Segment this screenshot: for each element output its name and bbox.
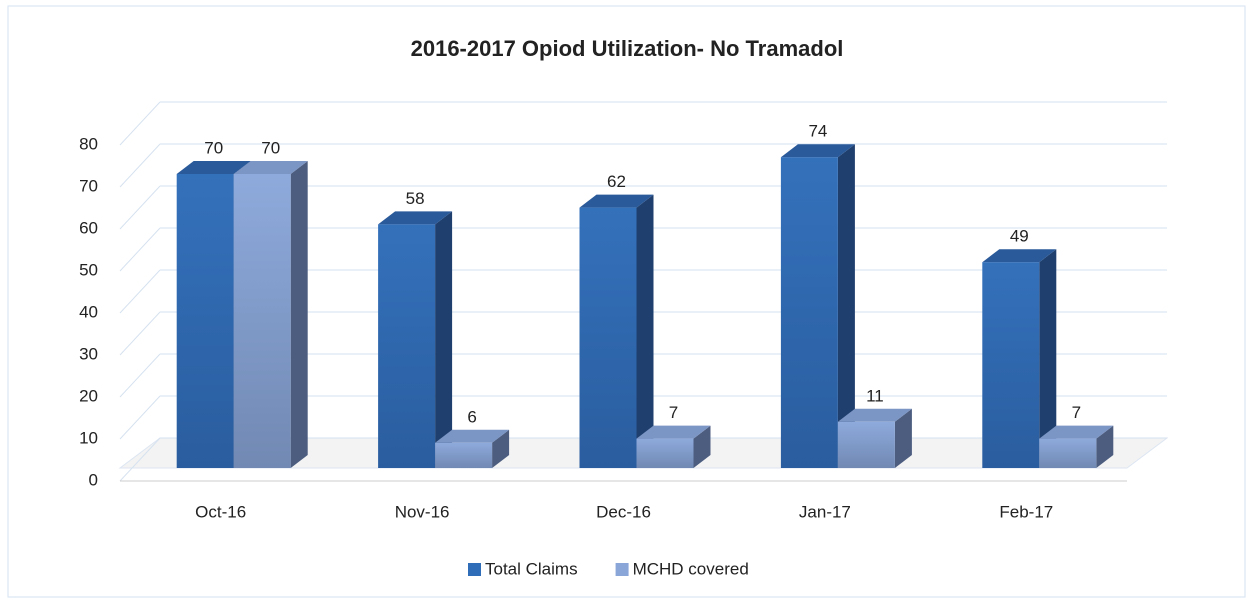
bar	[378, 211, 453, 468]
legend-label: MCHD covered	[633, 559, 749, 578]
bar	[982, 249, 1057, 468]
bar-face	[780, 144, 855, 158]
bar-face	[837, 421, 895, 468]
bar-face	[290, 161, 308, 468]
bar	[435, 429, 510, 468]
y-tick-label: 40	[79, 302, 98, 321]
bar-face	[1096, 425, 1114, 468]
legend-swatch	[468, 563, 481, 576]
bar-face	[1039, 249, 1057, 468]
bar-face	[636, 438, 694, 468]
legend-label: Total Claims	[485, 559, 578, 578]
bar-face	[837, 408, 912, 422]
bar-face	[693, 425, 711, 468]
grid-line	[119, 143, 161, 188]
data-label: 74	[808, 122, 827, 141]
bar-face	[233, 161, 308, 174]
y-tick-label: 20	[79, 386, 98, 405]
grid-line	[119, 185, 161, 230]
x-tick-label: Nov-16	[395, 502, 450, 521]
y-tick-label: 0	[89, 470, 98, 489]
bar-face	[982, 249, 1057, 263]
y-tick-label: 70	[79, 176, 98, 195]
x-tick-label: Jan-17	[799, 502, 851, 521]
data-label: 6	[467, 407, 476, 426]
bar-face	[780, 157, 838, 468]
bar-face	[435, 211, 453, 468]
bar	[837, 408, 912, 468]
y-tick-label: 80	[79, 134, 98, 153]
data-label: 58	[406, 189, 425, 208]
bar-face	[176, 161, 251, 174]
bar-face	[894, 408, 912, 468]
data-label: 70	[204, 138, 223, 157]
data-label: 7	[669, 403, 678, 422]
data-label: 11	[866, 386, 884, 405]
bar-face	[636, 425, 711, 439]
data-label: 7	[1072, 403, 1081, 422]
y-tick-label: 50	[79, 260, 98, 279]
bar-face	[579, 194, 654, 208]
bar-face	[435, 429, 510, 443]
bar-face	[579, 207, 637, 468]
bar-face	[636, 194, 654, 468]
data-label: 49	[1010, 227, 1029, 246]
bar	[780, 144, 855, 468]
bar-face	[1039, 425, 1114, 439]
y-tick-label: 60	[79, 218, 98, 237]
bar-face	[378, 211, 453, 225]
y-tick-label: 30	[79, 344, 98, 363]
x-tick-label: Oct-16	[195, 502, 246, 521]
bar	[579, 194, 654, 468]
data-label: 62	[607, 172, 626, 191]
grid-line	[119, 437, 161, 482]
grid-line	[119, 395, 161, 440]
bar-face	[176, 174, 234, 468]
grid-line	[119, 311, 161, 356]
bar	[1039, 425, 1114, 468]
grid-line	[119, 227, 161, 272]
bar-face	[378, 224, 436, 468]
data-label: 70	[261, 138, 280, 157]
bar	[636, 425, 711, 468]
bar-face	[233, 174, 291, 468]
grid-line	[119, 269, 161, 314]
x-tick-label: Feb-17	[999, 502, 1053, 521]
bar-face	[837, 144, 855, 468]
legend-swatch	[615, 563, 629, 576]
grid-line	[119, 353, 161, 398]
bar-face	[435, 442, 493, 468]
bar-face	[492, 429, 510, 468]
grid-line	[119, 101, 161, 146]
y-tick-label: 10	[79, 428, 98, 447]
bar-face	[982, 262, 1040, 468]
chart-title: 2016-2017 Opiod Utilization- No Tramadol	[411, 36, 844, 61]
bar-face	[1039, 438, 1097, 468]
x-tick-label: Dec-16	[596, 502, 651, 521]
bar	[233, 161, 308, 468]
